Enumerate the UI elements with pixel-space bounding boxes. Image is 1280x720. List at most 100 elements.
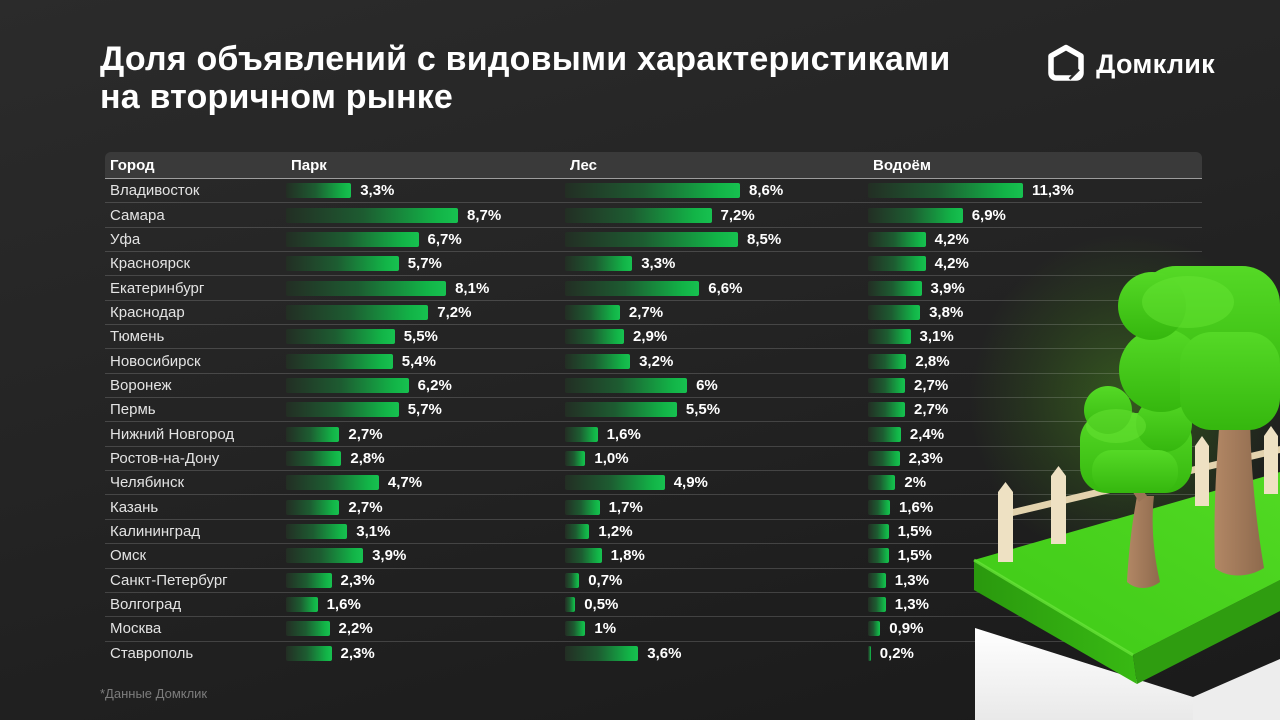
bar-cell: 6,9%	[868, 203, 1202, 226]
bar-cell: 3,1%	[286, 520, 565, 543]
bar-cell: 1,7%	[565, 495, 868, 518]
value-label: 4,7%	[387, 474, 423, 492]
bar-cell: 5,4%	[286, 349, 565, 372]
column-header-city: Город	[110, 156, 155, 174]
brand-logo: Домклик	[1046, 44, 1215, 84]
value-bar	[868, 548, 889, 564]
value-bar	[286, 183, 352, 199]
value-bar	[565, 402, 677, 418]
value-label: 5,5%	[403, 328, 438, 346]
value-bar	[565, 499, 600, 515]
value-bar	[868, 329, 911, 345]
bar-cell: 11,3%	[868, 179, 1202, 202]
title-line-1: Доля объявлений с видовыми характеристик…	[100, 40, 951, 78]
value-bar	[565, 572, 580, 588]
value-bar	[286, 207, 458, 223]
value-label: 8,7%	[467, 206, 502, 224]
table-row: Самара 8,7% 7,2% 6,9%	[105, 202, 1202, 226]
bar-cell: 6%	[565, 374, 868, 397]
city-label: Екатеринбург	[110, 279, 205, 297]
value-bar	[565, 548, 602, 564]
bar-cell: 6,6%	[565, 276, 868, 299]
bar-cell: 4,2%	[868, 228, 1202, 251]
value-label: 3,2%	[639, 352, 674, 370]
bar-cell: 1,6%	[565, 422, 868, 445]
value-bar	[286, 499, 340, 515]
value-bar	[286, 426, 340, 442]
table-row: Омск 3,9% 1,8% 1,5%	[105, 543, 1202, 567]
value-label: 4,2%	[934, 230, 969, 248]
domclick-house-icon	[1048, 44, 1084, 81]
value-label: 0,5%	[584, 596, 619, 614]
value-label: 1,5%	[897, 522, 932, 540]
value-bar	[286, 231, 419, 247]
bar-cell: 1%	[565, 617, 868, 640]
brand-name: Домклик	[1096, 48, 1215, 79]
table-header-row: Город Парк Лес Водоём	[105, 152, 1202, 178]
table-row: Тюмень 5,5% 2,9% 3,1%	[105, 324, 1202, 348]
value-label: 0,2%	[879, 644, 914, 662]
value-bar	[565, 183, 740, 199]
value-label: 1%	[594, 620, 617, 638]
table-row: Ставрополь 2,3% 3,6% 0,2%	[105, 640, 1202, 665]
value-label: 4,9%	[673, 474, 708, 492]
city-label: Ставрополь	[110, 644, 194, 662]
value-bar	[286, 377, 409, 393]
value-bar	[565, 207, 712, 223]
value-bar	[286, 621, 330, 637]
city-label: Красноярск	[110, 255, 191, 273]
value-bar	[565, 377, 688, 393]
city-label: Санкт-Петербург	[110, 571, 228, 589]
value-label: 8,1%	[455, 279, 490, 297]
city-label: Нижний Новгород	[110, 425, 235, 443]
lawn-trees-illustration	[973, 266, 1280, 720]
value-label: 6,2%	[417, 376, 452, 394]
value-bar	[565, 280, 700, 296]
value-bar	[565, 523, 590, 539]
bar-cell: 4,7%	[286, 471, 565, 494]
bar-cell: 6,2%	[286, 374, 565, 397]
page-header: Доля объявлений с видовыми характеристик…	[100, 40, 1215, 116]
value-label: 11,3%	[1032, 182, 1074, 200]
value-label: 2,2%	[338, 620, 373, 638]
value-bar	[868, 183, 1023, 199]
value-label: 3,1%	[356, 522, 391, 540]
value-bar	[868, 280, 922, 296]
value-bar	[286, 475, 379, 491]
value-label: 1,6%	[899, 498, 934, 516]
value-label: 6%	[696, 376, 718, 394]
bar-cell: 1,8%	[565, 544, 868, 567]
value-bar	[868, 499, 890, 515]
bar-cell: 8,1%	[286, 276, 565, 299]
value-bar	[286, 353, 393, 369]
column-header-park: Парк	[291, 156, 327, 174]
data-source-note: *Данные Домклик	[100, 686, 208, 701]
table-row: Владивосток 3,3% 8,6% 11,3%	[105, 178, 1202, 202]
value-label: 0,7%	[588, 571, 623, 589]
table-row: Уфа 6,7% 8,5% 4,2%	[105, 226, 1202, 251]
value-label: 8,6%	[749, 182, 784, 200]
value-bar	[868, 304, 921, 320]
bar-cell: 8,6%	[565, 179, 868, 202]
column-header-water: Водоём	[873, 156, 931, 174]
value-bar	[868, 645, 871, 661]
value-bar	[868, 207, 963, 223]
value-label: 7,2%	[437, 303, 472, 321]
value-bar	[565, 329, 624, 345]
value-bar	[868, 450, 900, 466]
city-label: Краснодар	[110, 303, 185, 321]
page-title: Доля объявлений с видовыми характеристик…	[100, 40, 1215, 116]
value-bar	[868, 621, 881, 637]
value-bar	[565, 621, 586, 637]
value-label: 2,3%	[340, 644, 375, 662]
value-label: 3,3%	[360, 182, 395, 200]
bar-cell: 5,7%	[286, 252, 565, 275]
value-bar	[868, 597, 886, 613]
bar-cell: 3,6%	[565, 642, 868, 665]
bar-cell: 2,3%	[286, 642, 565, 665]
bar-cell: 4,9%	[565, 471, 868, 494]
value-label: 2,7%	[348, 498, 383, 516]
column-header-forest: Лес	[570, 156, 598, 174]
value-bar	[286, 304, 429, 320]
value-bar	[868, 402, 905, 418]
